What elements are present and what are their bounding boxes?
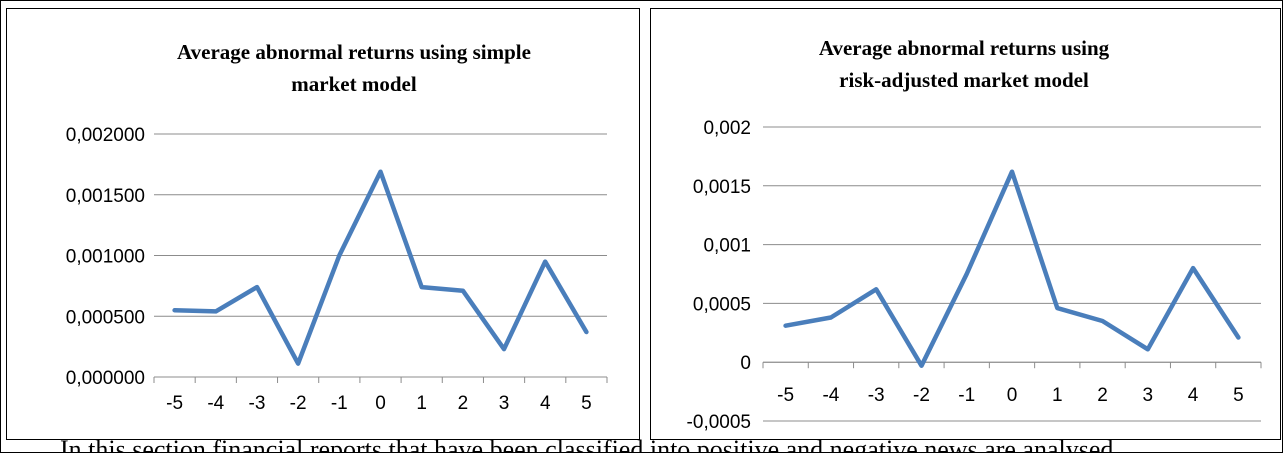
x-tick-label: 0 — [1007, 385, 1018, 406]
y-tick-label: 0,000000 — [66, 368, 145, 389]
data-point — [920, 365, 922, 367]
data-point — [421, 286, 423, 288]
data-point — [1237, 337, 1239, 339]
x-tick-label: -1 — [331, 393, 348, 414]
data-point — [1056, 307, 1058, 309]
x-tick-label: 2 — [458, 393, 469, 414]
data-point — [503, 348, 505, 350]
x-tick-label: 4 — [540, 393, 551, 414]
chart-risk-adjusted-market-model: Average abnormal returns using risk-adjus… — [687, 36, 1262, 433]
data-point — [380, 171, 381, 173]
series-line — [172, 169, 589, 366]
data-point — [544, 261, 546, 263]
series-line — [783, 169, 1241, 368]
x-tick-label: -2 — [290, 393, 307, 414]
x-tick-label: 2 — [1097, 385, 1108, 406]
data-point — [830, 317, 832, 319]
x-tick-label: 1 — [1052, 385, 1063, 406]
x-tick-label: -5 — [166, 393, 183, 414]
data-point — [966, 273, 968, 275]
data-point — [1192, 267, 1194, 269]
data-point — [338, 255, 340, 256]
y-tick-label: 0,002000 — [66, 125, 145, 146]
chart-simple-market-model: Average abnormal returns using simple mar… — [66, 40, 608, 414]
data-point — [297, 363, 299, 365]
chart-title-line-2: risk-adjusted market model — [839, 68, 1089, 92]
chart-panel-simple-model: Average abnormal returns using simple mar… — [6, 8, 640, 440]
data-point — [256, 286, 258, 288]
x-tick-label: -2 — [913, 385, 930, 406]
x-tick-label: 1 — [416, 393, 427, 414]
x-tick-label: -3 — [249, 393, 266, 414]
y-tick-label: 0,001500 — [66, 186, 145, 207]
y-tick-label: 0,001 — [703, 236, 751, 257]
chart-title-line-1: Average abnormal returns using — [819, 36, 1110, 60]
chart-title-line-2: market model — [291, 72, 417, 96]
body-text-line: In this section financial reports that h… — [60, 435, 1114, 453]
y-tick-label: 0,001000 — [66, 247, 145, 268]
x-tick-label: -5 — [777, 385, 794, 406]
x-tick-label: 3 — [499, 393, 510, 414]
chart-panel-risk-adjusted-model: Average abnormal returns using risk-adjus… — [650, 8, 1281, 440]
x-tick-label: -1 — [958, 385, 975, 406]
x-tick-label: 0 — [375, 393, 386, 414]
y-tick-label: 0,002 — [703, 118, 751, 139]
data-point — [585, 331, 587, 333]
x-tick-label: 4 — [1188, 385, 1199, 406]
y-tick-label: 0,0005 — [693, 294, 751, 315]
data-point — [1011, 171, 1013, 173]
y-tick-label: 0 — [740, 353, 751, 374]
x-tick-label: 5 — [1233, 385, 1244, 406]
data-point — [785, 325, 787, 327]
y-tick-label: -0,0005 — [687, 412, 751, 433]
x-tick-label: -3 — [868, 385, 885, 406]
data-point — [875, 288, 877, 290]
chart-title-line-1: Average abnormal returns using simple — [177, 40, 531, 64]
data-point — [462, 290, 464, 292]
y-tick-label: 0,0015 — [693, 177, 751, 198]
y-tick-label: 0,000500 — [66, 307, 145, 328]
x-tick-label: -4 — [207, 393, 224, 414]
x-tick-label: -4 — [822, 385, 839, 406]
data-point — [215, 310, 217, 312]
x-tick-label: 5 — [581, 393, 592, 414]
data-point — [174, 309, 176, 311]
data-point — [1147, 348, 1149, 350]
data-point — [1102, 320, 1104, 322]
x-tick-label: 3 — [1143, 385, 1154, 406]
